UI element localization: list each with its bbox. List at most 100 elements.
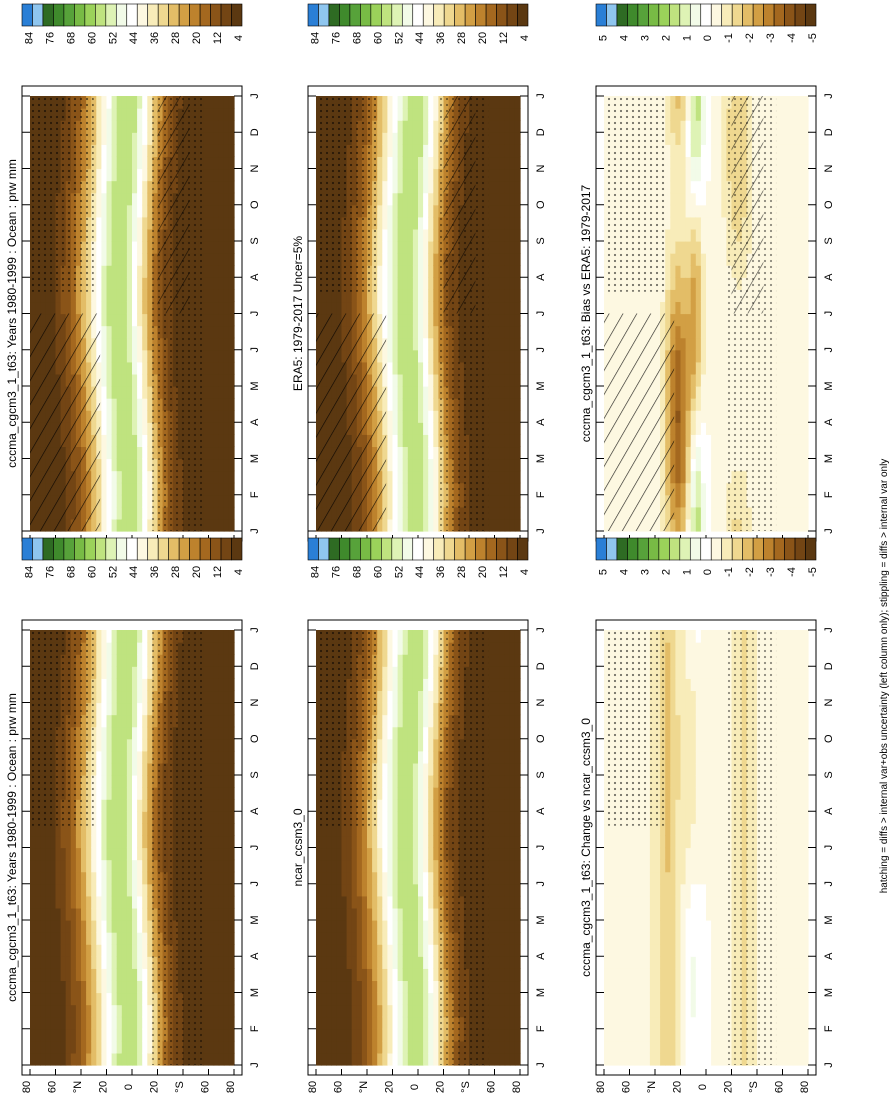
field-cell [203, 422, 210, 435]
field-cell [60, 992, 67, 1006]
field-cell [137, 386, 143, 399]
field-cell [509, 518, 516, 532]
colorbar-label: 2 [660, 35, 672, 41]
field-cell [711, 289, 717, 303]
field-cell [382, 253, 388, 266]
field-cell [223, 204, 230, 218]
field-cell [711, 132, 717, 145]
field-cell [126, 386, 133, 399]
field-cell [121, 373, 128, 387]
field-cell [675, 434, 682, 448]
field-cell [787, 446, 794, 460]
field-cell [208, 289, 215, 303]
field-cell [377, 253, 383, 266]
field-cell [412, 386, 419, 399]
field-cell [782, 120, 789, 133]
field-cell [690, 518, 697, 532]
field-cell [716, 386, 722, 399]
field-cell [65, 1052, 72, 1066]
field-cell [690, 96, 697, 109]
field-cell [75, 1016, 82, 1030]
field-cell [665, 265, 671, 278]
field-cell [228, 325, 235, 339]
field-cell [40, 1040, 46, 1054]
field-cell [680, 386, 687, 399]
field-cell [132, 446, 138, 460]
field-cell [45, 1028, 51, 1042]
field-cell [397, 132, 404, 145]
field-cell [782, 422, 789, 435]
month-tick-label: N [249, 164, 261, 172]
field-cell [418, 349, 424, 363]
field-cell [418, 144, 424, 158]
field-cell [802, 216, 809, 230]
field-cell [126, 313, 133, 327]
field-cell [30, 932, 36, 945]
field-cell [70, 992, 77, 1006]
field-cell [670, 301, 676, 315]
field-cell [213, 204, 220, 218]
field-cell [433, 241, 439, 254]
field-cell [228, 289, 235, 303]
month-tick-label: J [535, 347, 547, 353]
field-cell [81, 823, 87, 837]
field-cell [721, 482, 727, 496]
field-cell [137, 482, 143, 496]
field-cell [706, 277, 712, 290]
field-cell [489, 337, 496, 351]
field-cell [50, 968, 57, 982]
field-cell [213, 506, 220, 520]
field-cell [700, 265, 707, 278]
field-cell [121, 313, 128, 327]
field-cell [695, 265, 702, 278]
colorbar-label: 76 [44, 32, 56, 44]
field-cell [70, 907, 77, 921]
field-cell [387, 192, 394, 206]
colorbar-swatch [496, 3, 508, 27]
field-cell [397, 289, 404, 303]
field-cell [423, 458, 429, 472]
field-cell [499, 349, 506, 363]
field-cell [387, 373, 394, 387]
field-cell [45, 301, 51, 315]
field-cell [208, 120, 215, 133]
field-cell [514, 180, 521, 194]
field-cell [402, 398, 409, 411]
field-cell [706, 386, 712, 399]
field-cell [721, 386, 727, 399]
field-cell [499, 168, 506, 182]
field-cell [30, 289, 36, 303]
field-cell [387, 458, 394, 472]
field-cell [116, 470, 123, 484]
field-cell [402, 482, 409, 496]
field-cell [101, 156, 108, 170]
field-cell [716, 144, 722, 158]
field-cell [792, 410, 799, 423]
field-cell [35, 847, 41, 861]
field-cell [680, 361, 687, 375]
field-cell [96, 301, 102, 315]
field-cell [126, 494, 133, 508]
field-cell [35, 980, 41, 994]
field-cell [392, 494, 399, 508]
field-cell [55, 859, 62, 873]
field-cell [433, 458, 439, 472]
field-cell [218, 120, 225, 133]
field-cell [509, 301, 516, 315]
field-cell [797, 337, 804, 351]
field-cell [433, 253, 439, 266]
field-cell [387, 506, 394, 520]
field-cell [802, 349, 809, 363]
field-cell [675, 361, 682, 375]
field-cell [721, 216, 727, 230]
field-cell [792, 518, 799, 532]
field-cell [147, 120, 153, 133]
field-cell [397, 361, 404, 375]
field-cell [40, 883, 46, 897]
field-cell [137, 313, 143, 327]
field-cell [407, 277, 414, 290]
field-cell [489, 253, 496, 266]
field-cell [418, 494, 424, 508]
field-cell [777, 192, 784, 206]
field-cell [91, 120, 97, 133]
